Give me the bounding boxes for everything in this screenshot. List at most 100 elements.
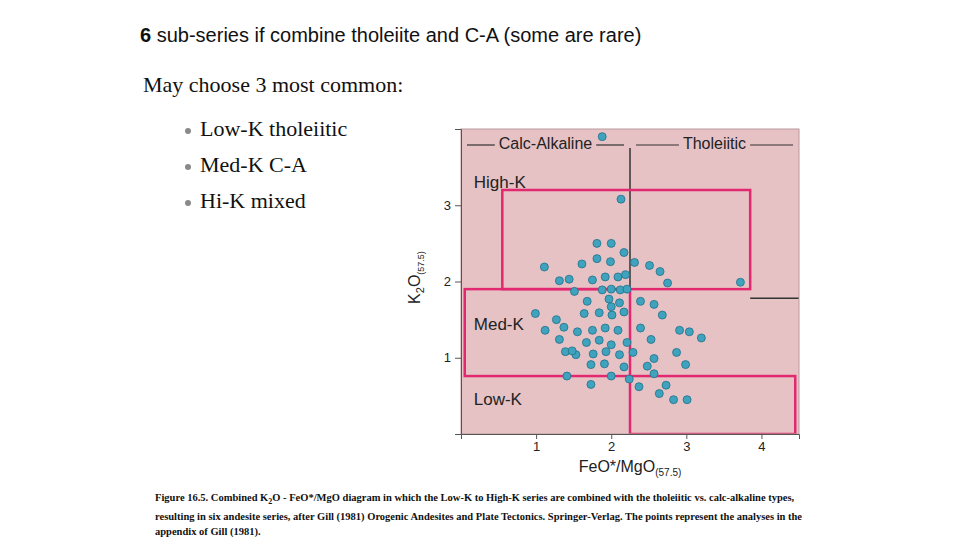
data-point (598, 133, 606, 141)
y-axis-title: K2O(57.5) (406, 251, 426, 304)
y-tick: 2 (444, 274, 461, 289)
data-point (637, 324, 645, 332)
data-point (682, 361, 690, 369)
data-point (620, 249, 628, 257)
data-point (589, 350, 597, 358)
slide-title: 6 sub-series if combine tholeiite and C-… (140, 24, 641, 47)
title-number: 6 (140, 24, 151, 46)
data-point (587, 361, 595, 369)
region-box (465, 289, 630, 376)
data-point (637, 297, 645, 305)
series-boundary (750, 298, 799, 300)
data-point (643, 362, 651, 370)
header-label: Calc-Alkaline (499, 135, 592, 152)
data-point (607, 239, 615, 247)
data-point (593, 255, 601, 263)
data-point (683, 396, 691, 404)
data-point (601, 273, 609, 281)
title-text: sub-series if combine tholeiite and C-A … (157, 24, 642, 46)
data-point (605, 295, 613, 303)
y-axis: 1 2 3 (444, 130, 462, 435)
data-point (595, 336, 603, 344)
region-label: High-K (474, 173, 527, 192)
y-tick-mark (455, 205, 461, 206)
data-point (573, 328, 581, 336)
data-point (588, 326, 596, 334)
data-point (560, 323, 568, 331)
data-point (697, 334, 705, 342)
data-point (552, 316, 560, 324)
y-tick-mark (455, 282, 461, 283)
region-label: Low-K (474, 390, 523, 409)
bullet-dot (185, 200, 191, 206)
y-tick: 1 (444, 350, 461, 365)
data-point (647, 335, 655, 343)
data-point (531, 310, 539, 318)
data-point (607, 372, 615, 380)
data-point (606, 258, 614, 266)
y-tick-label: 2 (444, 274, 451, 289)
data-point (583, 297, 591, 305)
data-point (600, 360, 608, 368)
data-point (676, 326, 684, 334)
data-point (614, 273, 622, 281)
x-tick-label: 3 (683, 439, 690, 454)
bullet-text: Low-K tholeiitic (200, 116, 347, 142)
y-axis-title-part: O (406, 275, 423, 287)
data-point (670, 396, 678, 404)
data-point (580, 310, 588, 318)
data-point (601, 324, 609, 332)
y-tick-label: 1 (444, 350, 451, 365)
data-point (620, 363, 628, 371)
data-point (646, 261, 654, 269)
data-point (595, 309, 603, 317)
y-tick-label: 3 (444, 198, 451, 213)
header-dash (636, 144, 679, 145)
region-box (502, 190, 750, 289)
data-point (664, 279, 672, 287)
data-point (650, 355, 658, 363)
plot-frame (461, 129, 799, 434)
y-tick-mark (455, 358, 461, 359)
data-point (662, 381, 670, 389)
data-point (658, 311, 666, 319)
plot-background (461, 129, 799, 434)
data-point (623, 339, 631, 347)
x-axis: 1 2 3 4 (462, 434, 800, 454)
data-point (540, 263, 548, 271)
data-point (685, 328, 693, 336)
data-point (650, 370, 658, 378)
x-tick: 4 (758, 434, 765, 454)
data-point (555, 277, 563, 285)
data-point (607, 285, 615, 293)
data-point (621, 271, 629, 279)
data-point (629, 348, 637, 356)
data-point (655, 390, 663, 398)
data-point (602, 348, 610, 356)
data-point (570, 287, 578, 295)
x-tick: 3 (683, 434, 690, 454)
data-point (598, 286, 606, 294)
data-point (541, 326, 549, 334)
data-point (607, 303, 615, 311)
data-point (555, 335, 563, 343)
x-tick-label: 1 (533, 439, 540, 454)
data-point (614, 326, 622, 334)
x-axis-line (462, 435, 800, 440)
y-axis-title-part: K (406, 293, 423, 304)
x-axis-title-part: (57.5) (655, 467, 681, 478)
x-tick: 2 (608, 434, 615, 454)
data-point (588, 276, 596, 284)
data-point (656, 268, 664, 276)
caption-part: Figure 16.5. Combined K (155, 492, 268, 503)
caption-part: 2 (268, 497, 272, 506)
header-dash (750, 144, 793, 145)
x-tick: 1 (533, 434, 540, 454)
x-tick-label: 4 (758, 439, 765, 454)
plot-marks (465, 133, 799, 434)
data-point (587, 380, 595, 388)
data-point (563, 372, 571, 380)
figure-caption: Figure 16.5. Combined K2O - FeO*/MgO dia… (155, 490, 805, 539)
x-tick-label: 2 (608, 439, 615, 454)
data-point (620, 308, 628, 316)
